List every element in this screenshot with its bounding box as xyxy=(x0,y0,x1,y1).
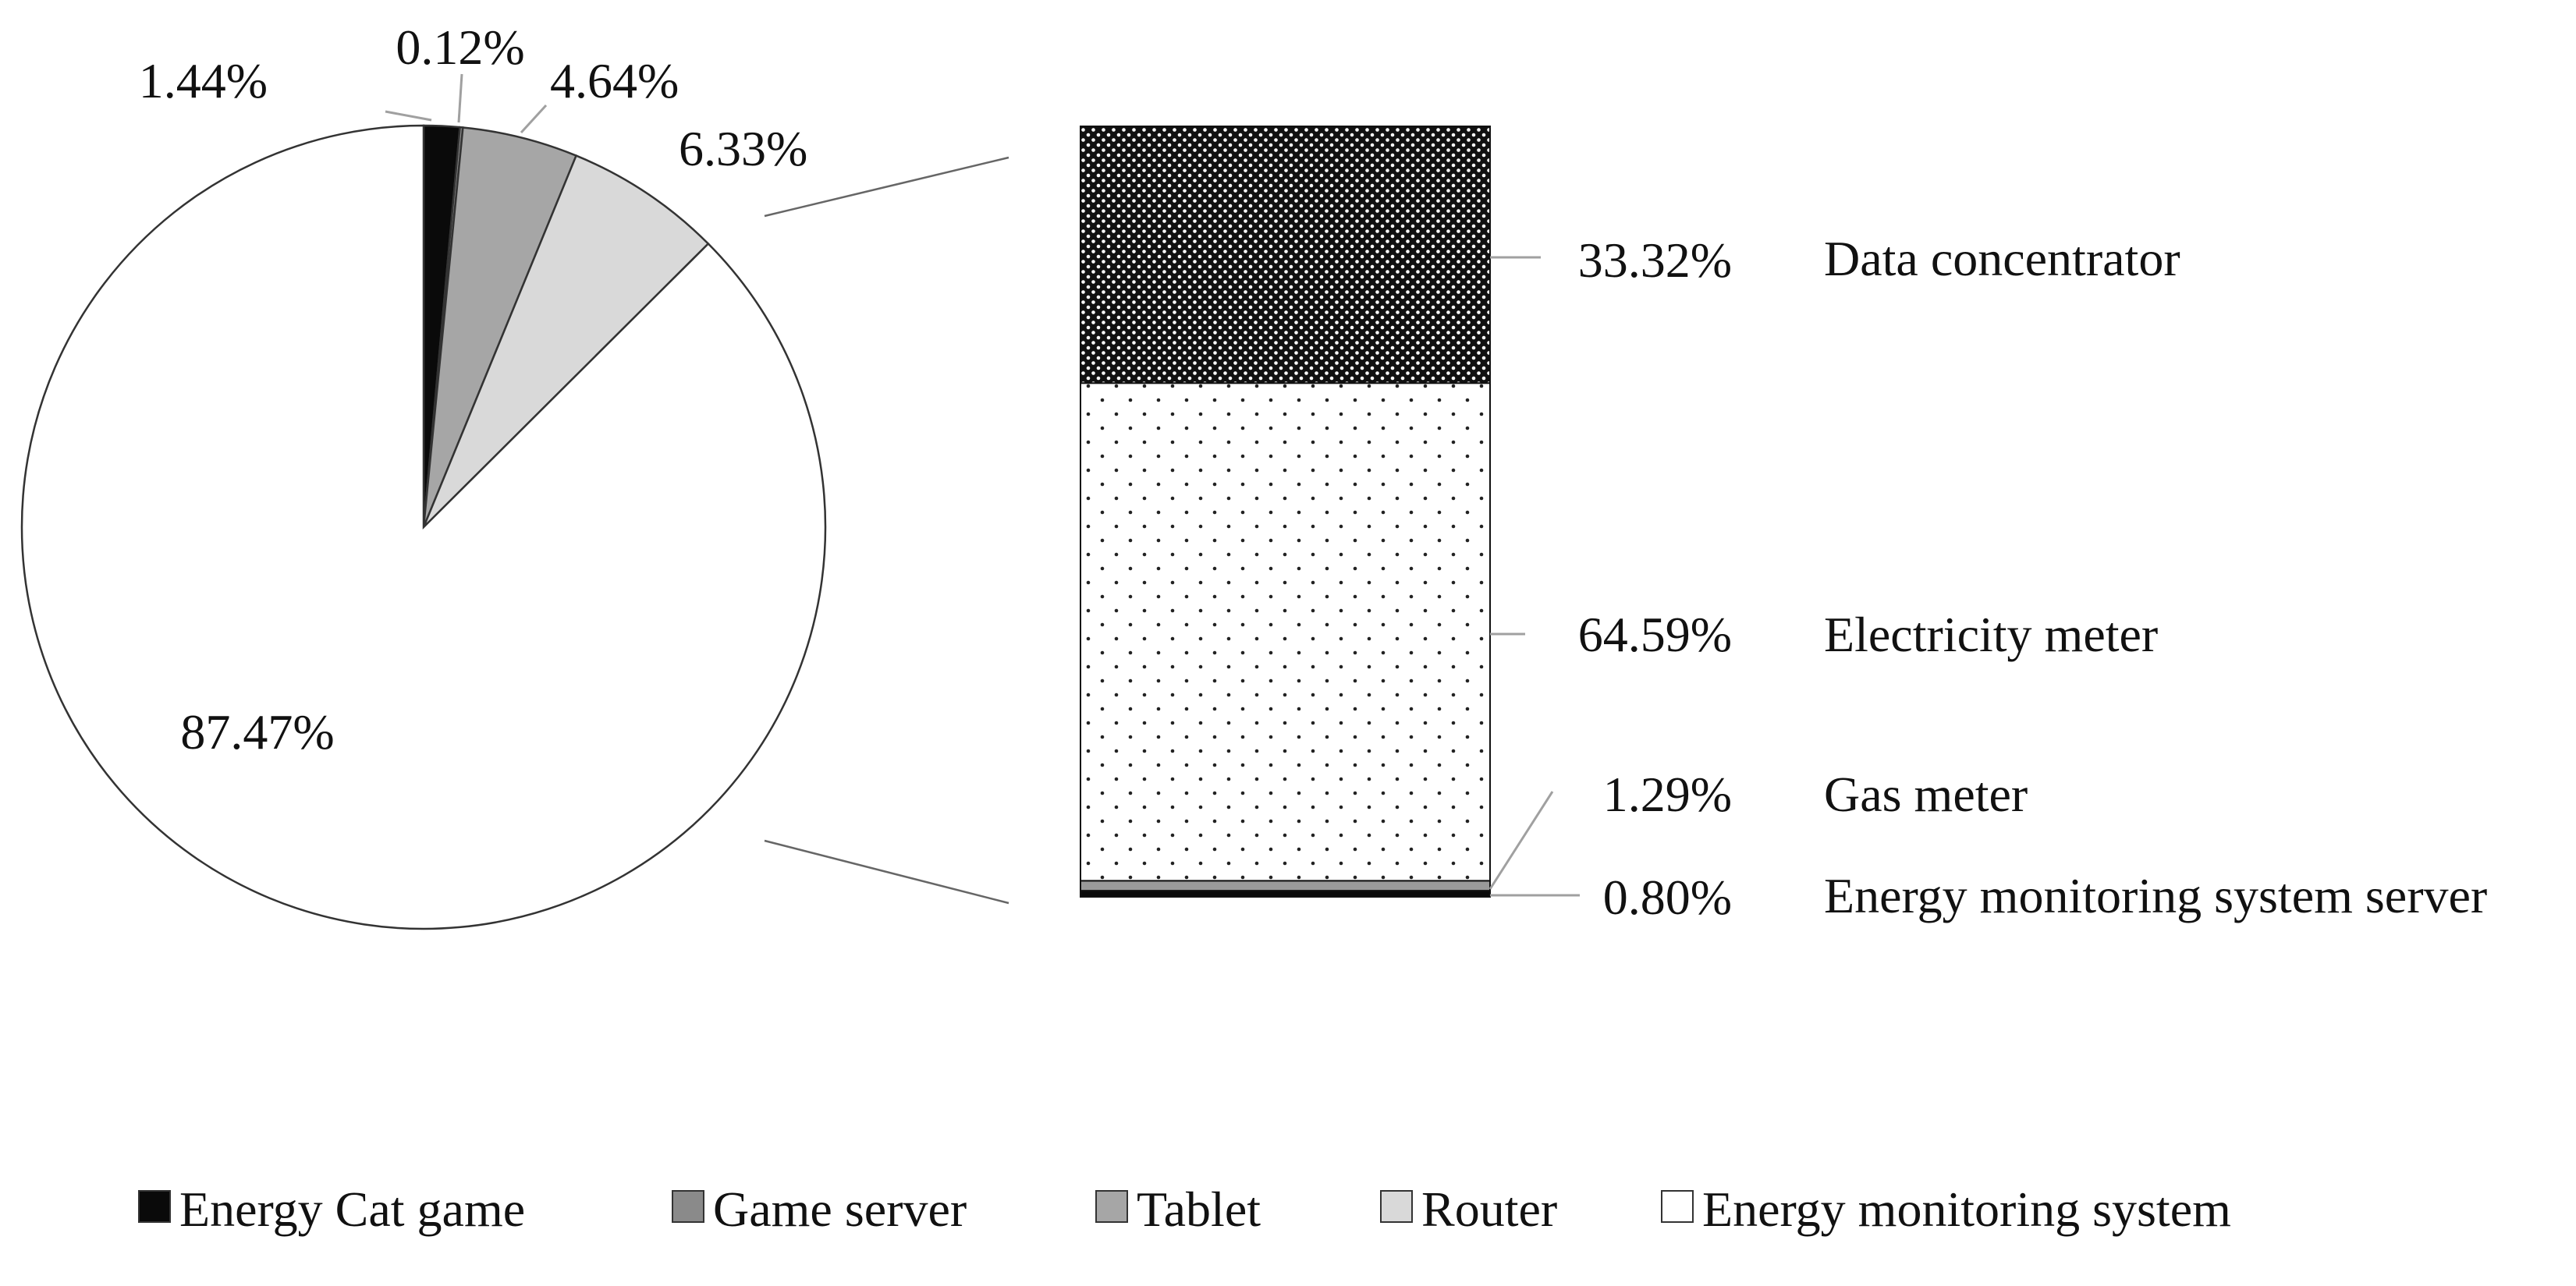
bar-segment-gas-meter xyxy=(1080,880,1491,892)
bar-segment-energy-monitoring-system-server xyxy=(1080,890,1491,898)
pie-label-tablet: 4.64% xyxy=(550,53,679,108)
legend-label-tablet: Tablet xyxy=(1137,1181,1261,1237)
legend-swatch-energy-monitoring-system xyxy=(1661,1190,1694,1223)
connector-lines xyxy=(764,156,1009,905)
pie-leader-tablet xyxy=(520,104,548,134)
pie-leader-game-server xyxy=(457,73,463,123)
bar-category-energy-monitoring-system-server: Energy monitoring system server xyxy=(1824,868,2487,923)
bar-segment-data-concentrator xyxy=(1080,126,1491,384)
pie-label-game-server: 0.12% xyxy=(396,19,524,75)
pie-chart: 1.44% 0.12% 4.64%6.33% 87.47% xyxy=(20,19,827,930)
pie-leader-energy-cat-game xyxy=(385,110,432,122)
bar-category-electricity-meter: Electricity meter xyxy=(1824,607,2158,662)
legend: Energy Cat game Game server Tablet Router En… xyxy=(138,1181,2231,1237)
legend-label-game-server: Game server xyxy=(713,1181,967,1237)
legend-swatch-router xyxy=(1380,1190,1413,1223)
legend-swatch-tablet xyxy=(1095,1190,1128,1223)
bar-segment-electricity-meter xyxy=(1080,382,1491,882)
legend-swatch-energy-cat-game xyxy=(138,1190,171,1223)
bar-label-electricity-meter: 64.59% xyxy=(1578,607,1732,662)
bar-label-energy-monitoring-system-server: 0.80% xyxy=(1603,870,1732,925)
pie-slice-energy-monitoring-system xyxy=(20,124,827,930)
legend-swatch-game-server xyxy=(672,1190,704,1223)
pie-slice-router xyxy=(422,154,710,528)
bar-category-gas-meter: Gas meter xyxy=(1824,767,2028,822)
pie-label-router: 6.33% xyxy=(679,121,807,176)
legend-label-energy-monitoring-system: Energy monitoring system xyxy=(1702,1181,2231,1237)
pie-label-energy-cat-game: 1.44% xyxy=(139,53,268,108)
bar-leader-gas-meter xyxy=(1488,791,1554,890)
bar-label-data-concentrator: 33.32% xyxy=(1578,232,1732,288)
legend-label-router: Router xyxy=(1421,1181,1557,1237)
pie-label-energy-monitoring-system: 87.47% xyxy=(180,704,334,760)
bar-label-gas-meter: 1.29% xyxy=(1603,767,1732,822)
connector-bottom xyxy=(764,839,1009,905)
bar-category-data-concentrator: Data concentrator xyxy=(1824,231,2180,286)
stacked-bar: 0.80% Energy monitoring system server 1.29… xyxy=(1080,126,2487,925)
legend-label-energy-cat-game: Energy Cat game xyxy=(179,1181,525,1237)
connector-top xyxy=(764,156,1009,218)
